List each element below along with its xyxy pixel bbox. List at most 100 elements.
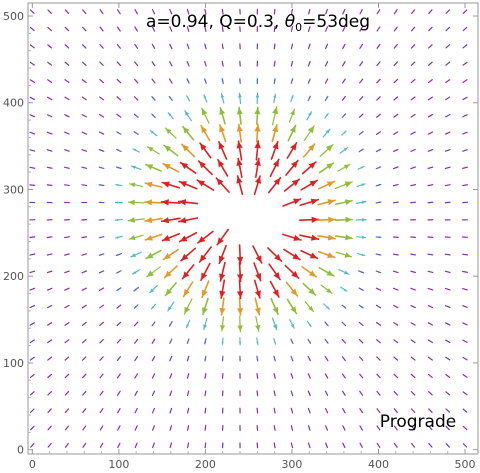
field-arrow	[462, 356, 468, 361]
field-arrow	[359, 43, 364, 49]
field-arrow	[375, 253, 382, 256]
field-arrow	[308, 8, 311, 15]
field-arrow	[323, 303, 330, 310]
field-arrow	[427, 131, 434, 135]
field-arrow	[376, 339, 381, 344]
field-arrow	[204, 338, 207, 345]
field-arrow	[81, 79, 87, 84]
field-arrow	[29, 322, 35, 326]
field-arrow	[273, 390, 276, 397]
field-arrow	[168, 320, 173, 327]
field-arrow	[445, 442, 450, 448]
field-arrow	[64, 44, 70, 49]
field-arrow	[204, 425, 207, 431]
field-arrow	[410, 373, 416, 379]
field-arrow	[462, 96, 468, 101]
field-arrow	[152, 442, 155, 449]
field-arrow	[256, 78, 259, 85]
field-arrow	[29, 339, 35, 344]
field-arrow	[393, 339, 399, 344]
field-arrow	[46, 184, 53, 187]
field-arrow	[29, 356, 35, 361]
field-arrow	[99, 78, 104, 84]
field-arrow	[99, 390, 104, 396]
field-arrow	[357, 165, 365, 170]
field-arrow	[161, 181, 181, 189]
field-arrow	[81, 253, 88, 256]
field-arrow	[99, 425, 104, 431]
field-arrow	[29, 184, 36, 186]
field-arrow	[410, 148, 416, 152]
field-arrow	[220, 93, 225, 104]
field-arrow	[47, 61, 53, 66]
field-arrow	[64, 61, 70, 66]
field-arrow	[186, 390, 190, 397]
field-arrow	[337, 163, 351, 172]
field-arrow	[144, 233, 163, 241]
field-arrow	[169, 8, 173, 15]
field-arrow	[269, 280, 280, 298]
field-arrow	[375, 287, 382, 291]
field-arrow	[376, 43, 381, 49]
field-arrow	[410, 61, 416, 66]
field-arrow	[290, 26, 294, 32]
field-arrow	[290, 94, 294, 103]
field-arrow	[160, 199, 181, 206]
field-arrow	[358, 113, 364, 118]
field-arrow	[317, 216, 337, 223]
field-arrow	[161, 232, 180, 242]
field-arrow	[47, 44, 53, 49]
x-tick-label: 500	[455, 458, 476, 471]
field-arrow	[236, 175, 244, 196]
field-arrow	[340, 286, 348, 292]
field-arrow	[218, 244, 227, 265]
field-arrow	[81, 236, 88, 239]
field-arrow	[178, 180, 198, 190]
field-arrow	[325, 43, 329, 50]
field-arrow	[219, 297, 226, 316]
field-arrow	[445, 114, 451, 118]
field-arrow	[200, 124, 211, 142]
field-arrow	[410, 408, 416, 413]
field-arrow	[29, 253, 36, 256]
field-arrow	[160, 217, 181, 224]
field-arrow	[47, 356, 53, 361]
field-arrow	[81, 184, 88, 187]
y-tick-label: 200	[3, 270, 24, 283]
field-arrow	[273, 60, 276, 67]
field-arrow	[341, 373, 346, 379]
field-arrow	[375, 270, 382, 274]
field-arrow	[149, 284, 158, 294]
field-arrow	[236, 106, 243, 125]
field-arrow	[254, 140, 261, 161]
field-arrow	[82, 390, 87, 396]
field-arrow	[152, 425, 155, 431]
field-arrow	[46, 96, 53, 101]
field-arrow	[47, 79, 53, 83]
field-arrow	[427, 96, 433, 101]
field-arrow	[267, 247, 283, 262]
field-arrow	[410, 166, 416, 170]
field-arrow	[445, 356, 451, 361]
field-arrow	[462, 305, 468, 308]
field-arrow	[64, 96, 70, 101]
field-arrow	[410, 26, 416, 32]
field-arrow	[221, 8, 224, 15]
field-arrow	[82, 373, 87, 379]
field-arrow	[287, 124, 297, 142]
field-arrow	[236, 123, 243, 143]
field-arrow	[444, 322, 451, 326]
field-arrow	[115, 166, 122, 170]
field-arrow	[255, 92, 260, 104]
field-arrow	[47, 442, 52, 448]
field-arrow	[254, 297, 261, 316]
field-arrow	[116, 338, 122, 344]
field-arrow	[169, 338, 173, 344]
field-arrow	[376, 78, 381, 84]
field-arrow	[81, 96, 87, 101]
field-arrow	[290, 425, 294, 431]
field-arrow	[204, 442, 207, 449]
field-arrow	[182, 125, 195, 141]
field-arrow	[303, 125, 315, 142]
field-arrow	[99, 339, 104, 344]
